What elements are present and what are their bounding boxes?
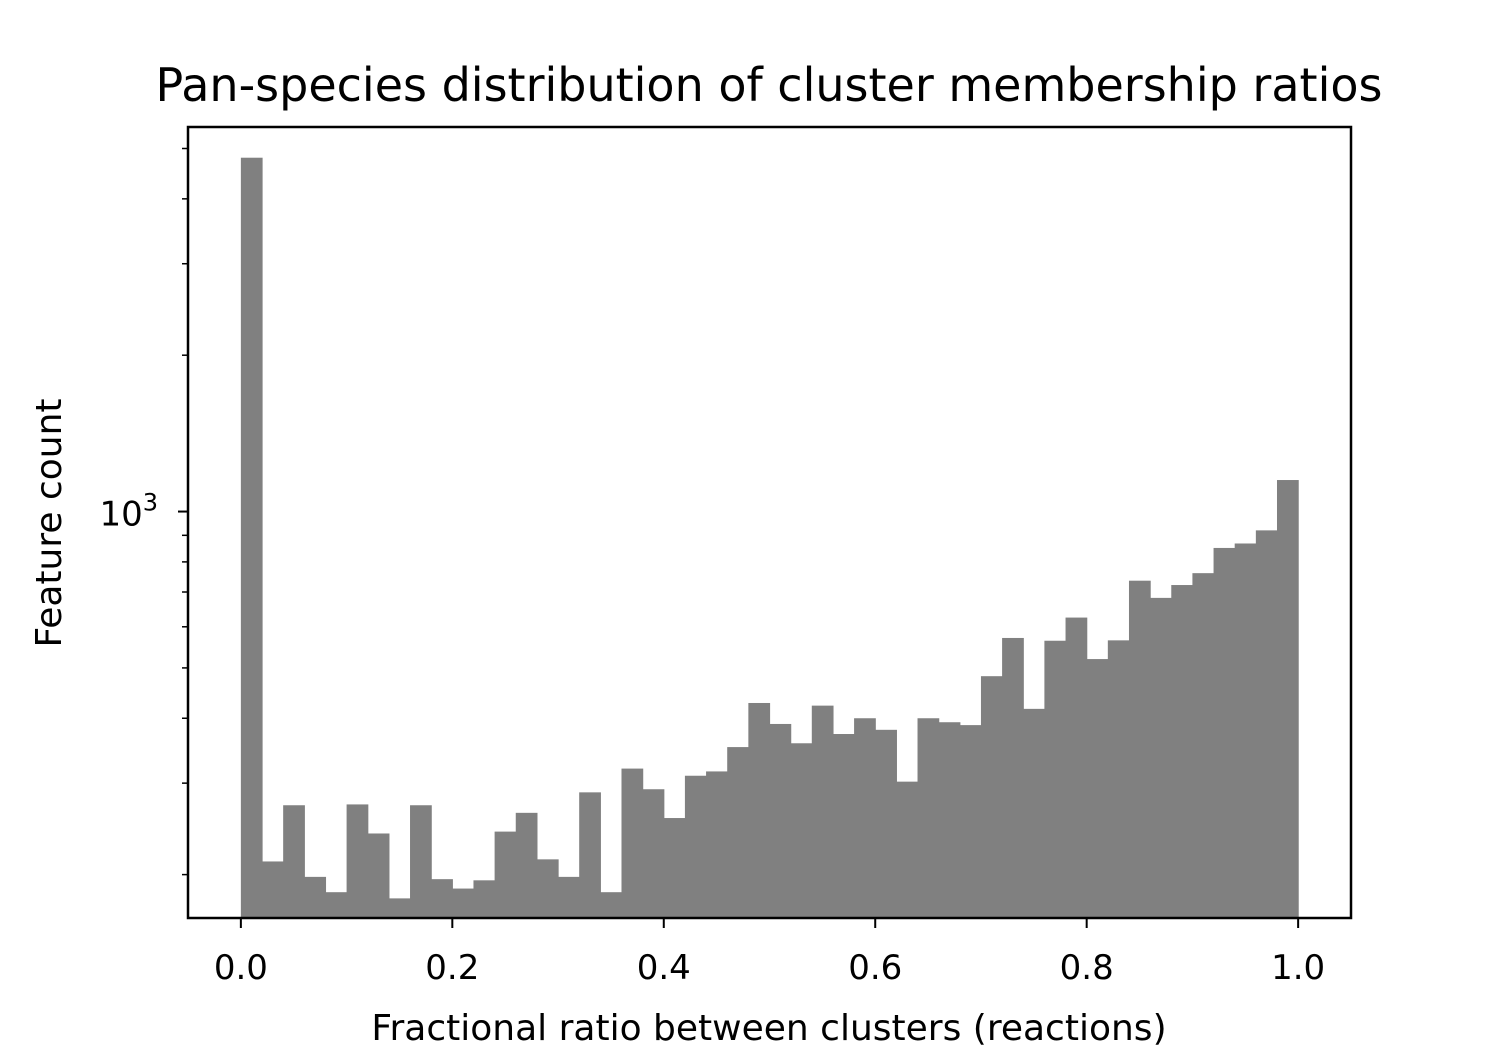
- histogram-bar: [1192, 573, 1215, 918]
- y-axis-ticks: 103: [99, 147, 188, 876]
- histogram-bar: [536, 859, 559, 918]
- histogram-bar: [600, 892, 623, 918]
- histogram-bar: [346, 804, 369, 918]
- histogram-bar: [1150, 597, 1172, 918]
- histogram-bar: [1213, 547, 1236, 918]
- histogram-bar: [262, 861, 284, 918]
- x-axis-label: Fractional ratio between clusters (react…: [371, 1008, 1166, 1049]
- histogram-bar: [706, 771, 728, 918]
- histogram-bar: [325, 892, 348, 918]
- histogram-bar: [769, 723, 792, 918]
- histogram-bar: [494, 831, 517, 918]
- histogram-bars: [240, 157, 1299, 919]
- histogram-bar: [283, 805, 305, 918]
- histogram-bar: [980, 676, 1003, 918]
- x-tick-label: 0.4: [637, 948, 691, 988]
- histogram-bar: [1255, 530, 1278, 918]
- x-tick-label: 0.8: [1060, 948, 1114, 988]
- histogram-bar: [1107, 640, 1130, 918]
- histogram-bar: [1171, 585, 1194, 918]
- histogram-bar: [621, 768, 644, 918]
- histogram-bar: [240, 157, 263, 919]
- y-axis-label: Feature count: [29, 398, 70, 647]
- histogram-bar: [1023, 708, 1045, 918]
- histogram-bar: [917, 718, 940, 918]
- histogram-bar: [663, 818, 686, 918]
- histogram-bar: [1065, 617, 1088, 918]
- histogram-bar: [811, 705, 834, 918]
- histogram-bar: [473, 880, 496, 918]
- histogram-bar: [304, 876, 327, 918]
- histogram-bar: [727, 747, 749, 918]
- histogram-bar: [832, 734, 855, 918]
- x-tick-label: 0.2: [425, 948, 479, 988]
- histogram-bar: [1044, 640, 1067, 918]
- histogram-bar: [1276, 480, 1299, 918]
- histogram-bar: [875, 729, 897, 918]
- histogram-bar: [854, 718, 876, 918]
- histogram-bar: [410, 805, 432, 918]
- histogram-bar: [684, 775, 707, 918]
- histogram-bar: [558, 876, 580, 918]
- x-tick-label: 0.0: [214, 948, 268, 988]
- histogram-bar: [1002, 637, 1024, 918]
- histogram-bar: [367, 833, 390, 918]
- histogram-bar: [1128, 580, 1151, 918]
- x-axis-ticks: 0.0 0.2 0.4 0.6 0.8 1.0: [214, 918, 1325, 988]
- histogram-bar: [452, 888, 475, 918]
- histogram-bar: [515, 812, 538, 918]
- histogram-bar: [1234, 543, 1257, 918]
- histogram-bar: [790, 743, 813, 918]
- plot-frame: [186, 125, 1353, 920]
- y-tick-label: 103: [99, 489, 158, 535]
- histogram-bar: [642, 789, 665, 918]
- histogram-bar: [959, 725, 982, 918]
- histogram-bar: [938, 722, 961, 918]
- chart-title: Pan-species distribution of cluster memb…: [156, 58, 1383, 112]
- x-tick-label: 0.6: [848, 948, 902, 988]
- histogram-bar: [431, 879, 453, 918]
- histogram-bar: [748, 702, 771, 918]
- histogram-bar: [1086, 659, 1109, 918]
- histogram-bar: [388, 898, 411, 918]
- histogram-bar: [579, 792, 601, 918]
- x-tick-label: 1.0: [1271, 948, 1325, 988]
- histogram-bar: [896, 781, 919, 918]
